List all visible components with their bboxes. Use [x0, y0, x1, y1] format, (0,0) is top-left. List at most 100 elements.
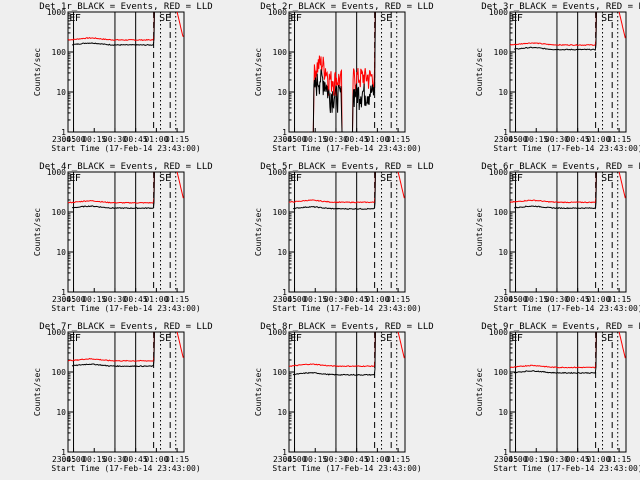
x-axis-label: Start Time (17-Feb-14 23:43:00)	[272, 464, 421, 473]
y-axis-label: Counts/sec	[475, 368, 484, 416]
marker-se: SE	[380, 333, 392, 344]
x-tick-label: 01:15	[607, 455, 631, 464]
x-tick-label: 01:00	[365, 295, 389, 304]
y-tick-label: 1000	[268, 168, 287, 177]
x-tick-label: 00:00	[61, 455, 85, 464]
series-red-lld	[67, 11, 155, 42]
x-tick-label: 23:45	[494, 135, 518, 144]
x-tick-label: 00:45	[566, 455, 590, 464]
y-axis-label: Counts/sec	[33, 208, 42, 256]
y-tick-label: 1000	[489, 328, 508, 337]
series-red-lld-late	[397, 171, 405, 199]
y-tick-label: 10	[277, 408, 287, 417]
y-tick-label: 100	[494, 208, 509, 217]
series-black-events	[308, 11, 376, 133]
series-red-lld	[509, 171, 597, 204]
y-tick-label: 100	[52, 368, 67, 377]
marker-f: F	[296, 333, 302, 344]
y-tick-label: 100	[273, 48, 288, 57]
series-red-lld-late	[176, 331, 184, 358]
x-tick-label: 00:15	[524, 295, 548, 304]
x-tick-label: 23:45	[52, 455, 76, 464]
x-tick-label: 00:15	[524, 455, 548, 464]
x-tick-label: 00:30	[545, 295, 569, 304]
x-tick-label: 00:45	[345, 295, 369, 304]
marker-f: F	[75, 333, 81, 344]
x-tick-label: 00:00	[503, 135, 527, 144]
x-tick-label: 00:15	[82, 135, 106, 144]
x-axis-label: Start Time (17-Feb-14 23:43:00)	[51, 144, 200, 153]
x-tick-label: 00:45	[345, 455, 369, 464]
series-black-events	[292, 171, 376, 210]
x-tick-label: 01:00	[365, 455, 389, 464]
marker-se: SE	[159, 13, 171, 24]
y-tick-label: 10	[56, 248, 66, 257]
marker-e: E	[290, 13, 296, 24]
marker-e: E	[69, 13, 75, 24]
x-axis-label: Start Time (17-Feb-14 23:43:00)	[272, 304, 421, 313]
x-axis-label: Start Time (17-Feb-14 23:43:00)	[51, 464, 200, 473]
y-tick-label: 1	[503, 448, 508, 457]
x-tick-label: 23:45	[273, 455, 297, 464]
plot-frame	[288, 11, 406, 133]
marker-f: F	[517, 13, 523, 24]
x-tick-label: 00:15	[303, 455, 327, 464]
chart-title: Det 5r_BLACK = Events, RED = LLD	[260, 162, 433, 172]
y-tick-label: 1000	[489, 168, 508, 177]
chart-title: Det 9r_BLACK = Events, RED = LLD	[481, 322, 640, 332]
chart-title: Det 1r_BLACK = Events, RED = LLD	[39, 2, 212, 12]
x-tick-label: 00:15	[303, 135, 327, 144]
x-tick-label: 01:00	[144, 135, 168, 144]
y-tick-label: 1	[282, 128, 287, 137]
plot-frame	[67, 171, 185, 293]
y-tick-label: 1	[61, 448, 66, 457]
marker-e: E	[290, 173, 296, 184]
marker-se: SE	[380, 173, 392, 184]
chart-title: Det 6r_BLACK = Events, RED = LLD	[481, 162, 640, 172]
x-axis-label: Start Time (17-Feb-14 23:43:00)	[493, 304, 640, 313]
x-axis-label: Start Time (17-Feb-14 23:43:00)	[493, 464, 640, 473]
x-tick-label: 00:30	[324, 135, 348, 144]
x-tick-label: 01:00	[586, 455, 610, 464]
y-tick-label: 1000	[47, 168, 66, 177]
y-axis-label: Counts/sec	[475, 48, 484, 96]
y-axis-label: Counts/sec	[475, 208, 484, 256]
plot-frame	[67, 331, 185, 453]
plot-frame	[288, 171, 406, 293]
x-tick-label: 00:15	[303, 295, 327, 304]
x-tick-label: 00:30	[103, 295, 127, 304]
plot-frame	[509, 331, 627, 453]
marker-f: F	[75, 13, 81, 24]
series-red-lld	[288, 331, 376, 368]
chart-panel-1: Det 1r_BLACK = Events, RED = LLD 1 10 100 10…	[33, 2, 213, 153]
y-tick-label: 1000	[47, 8, 66, 17]
x-tick-label: 01:15	[165, 455, 189, 464]
marker-e: E	[290, 333, 296, 344]
x-tick-label: 01:15	[165, 135, 189, 144]
chart-panel-5: Det 5r_BLACK = Events, RED = LLD 1 10 100 10…	[254, 162, 434, 313]
x-tick-label: 00:45	[124, 455, 148, 464]
x-tick-label: 00:00	[61, 135, 85, 144]
y-tick-label: 1	[503, 128, 508, 137]
y-tick-label: 1	[282, 448, 287, 457]
marker-e: E	[511, 13, 517, 24]
marker-f: F	[517, 173, 523, 184]
x-tick-label: 00:15	[524, 135, 548, 144]
chart-panel-3: Det 3r_BLACK = Events, RED = LLD 1 10 100 10…	[475, 2, 640, 153]
chart-panel-9: Det 9r_BLACK = Events, RED = LLD 1 10 100 10…	[475, 322, 640, 473]
x-tick-label: 01:00	[586, 135, 610, 144]
series-black-events	[71, 11, 155, 46]
series-black-events	[513, 171, 597, 210]
x-tick-label: 01:15	[165, 295, 189, 304]
x-tick-label: 01:15	[607, 295, 631, 304]
y-tick-label: 10	[277, 88, 287, 97]
series-red-lld	[67, 171, 155, 204]
x-tick-label: 01:15	[386, 295, 410, 304]
series-black-events	[513, 331, 597, 374]
series-red-lld	[288, 171, 376, 204]
series-black-events	[71, 171, 155, 210]
chart-panel-7: Det 7r_BLACK = Events, RED = LLD 1 10 100 10…	[33, 322, 213, 473]
x-tick-label: 01:00	[144, 295, 168, 304]
y-tick-label: 100	[494, 48, 509, 57]
